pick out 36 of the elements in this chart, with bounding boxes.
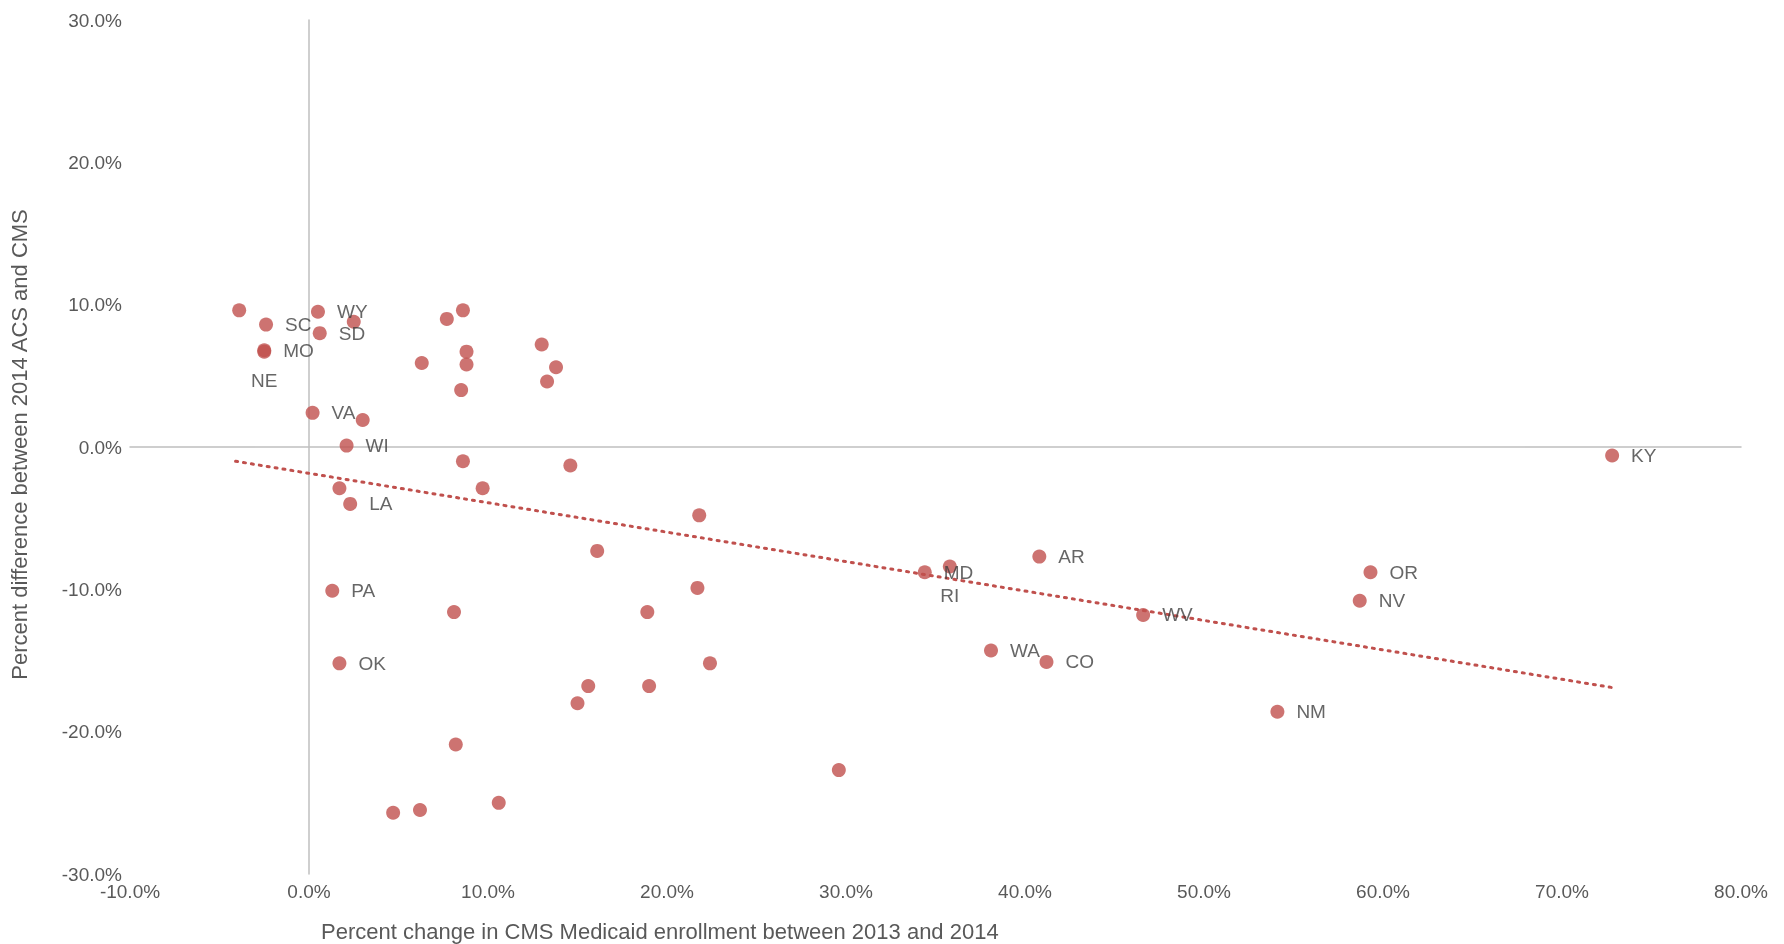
- x-tick-label: 30.0%: [819, 881, 874, 902]
- y-tick-label: 0.0%: [78, 436, 123, 458]
- x-tick-label: 20.0%: [640, 881, 695, 902]
- y-tick-label: -10.0%: [61, 578, 123, 600]
- x-tick-label: 40.0%: [998, 881, 1053, 902]
- data-label: KY: [1631, 445, 1657, 467]
- data-label: MD: [943, 561, 974, 583]
- data-label: SD: [338, 322, 366, 344]
- data-label: WY: [336, 301, 368, 323]
- y-tick-label: 30.0%: [68, 9, 123, 31]
- x-tick-label: 80.0%: [1714, 881, 1769, 902]
- y-tick-label: -20.0%: [61, 721, 123, 743]
- data-label: WI: [365, 435, 389, 457]
- y-axis-title: Percent difference between 2014 ACS and CMS: [6, 209, 32, 680]
- data-label: AR: [1058, 546, 1085, 568]
- data-label: RI: [940, 584, 960, 606]
- x-axis-title: Percent change in CMS Medicaid enrollment between 2013 and 2014: [321, 918, 999, 944]
- data-label: NM: [1296, 701, 1326, 723]
- data-label: LA: [369, 493, 393, 515]
- data-label: OK: [358, 652, 387, 674]
- x-tick-label: 10.0%: [461, 881, 516, 902]
- data-label: MO: [283, 339, 314, 361]
- x-tick-label: 0.0%: [287, 881, 331, 902]
- x-tick-label: 70.0%: [1535, 881, 1590, 902]
- data-label: CO: [1065, 651, 1094, 673]
- data-label: NE: [251, 369, 278, 391]
- data-label: SC: [285, 314, 312, 336]
- data-label: PA: [351, 580, 376, 602]
- data-label: NV: [1378, 590, 1406, 612]
- data-label: VA: [331, 402, 356, 424]
- y-tick-label: 20.0%: [68, 151, 123, 173]
- x-tick-label: 50.0%: [1177, 881, 1232, 902]
- data-label: WA: [1009, 640, 1041, 662]
- x-tick-label: 60.0%: [1356, 881, 1411, 902]
- data-label: OR: [1389, 561, 1418, 583]
- y-tick-label: 10.0%: [68, 294, 123, 316]
